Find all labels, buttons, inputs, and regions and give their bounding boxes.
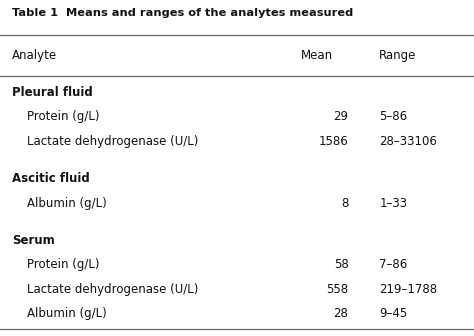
Text: 219–1788: 219–1788 [379,283,438,296]
Text: Albumin (g/L): Albumin (g/L) [12,197,107,210]
Text: Protein (g/L): Protein (g/L) [12,110,100,123]
Text: 9–45: 9–45 [379,307,408,321]
Text: 5–86: 5–86 [379,110,407,123]
Text: Albumin (g/L): Albumin (g/L) [12,307,107,321]
Text: Ascitic fluid: Ascitic fluid [12,172,90,185]
Text: Lactate dehydrogenase (U/L): Lactate dehydrogenase (U/L) [12,283,198,296]
Text: Range: Range [379,49,417,62]
Text: 7–86: 7–86 [379,258,408,271]
Text: 1586: 1586 [319,135,348,148]
Text: Table 1  Means and ranges of the analytes measured: Table 1 Means and ranges of the analytes… [12,8,353,18]
Text: Analyte: Analyte [12,49,57,62]
Text: 28: 28 [334,307,348,321]
Text: Protein (g/L): Protein (g/L) [12,258,100,271]
Text: 558: 558 [326,283,348,296]
Text: 28–33106: 28–33106 [379,135,437,148]
Text: Serum: Serum [12,234,55,247]
Text: 8: 8 [341,197,348,210]
Text: Pleural fluid: Pleural fluid [12,86,92,99]
Text: Lactate dehydrogenase (U/L): Lactate dehydrogenase (U/L) [12,135,198,148]
Text: 29: 29 [333,110,348,123]
Text: 58: 58 [334,258,348,271]
Text: Mean: Mean [301,49,333,62]
Text: 1–33: 1–33 [379,197,407,210]
